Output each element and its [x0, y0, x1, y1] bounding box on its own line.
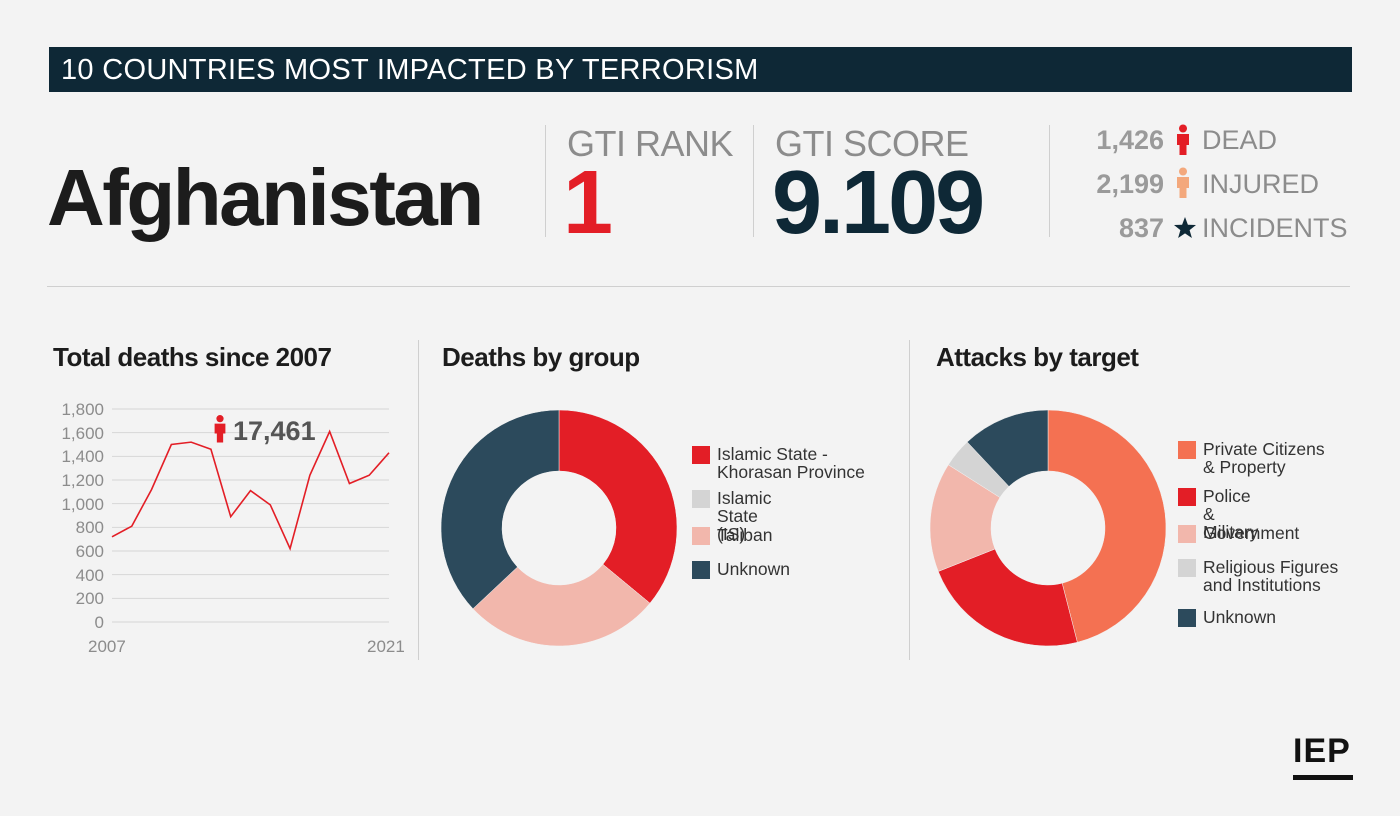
divider — [418, 340, 419, 660]
logo-text: IEP — [1293, 732, 1351, 770]
person-icon — [214, 415, 226, 443]
legend-swatch — [1178, 525, 1196, 543]
y-tick-label: 1,000 — [61, 494, 104, 514]
legend-label: Taliban — [717, 525, 773, 545]
legend-label: Islamic State (IS) — [717, 488, 772, 544]
group-chart-title: Deaths by group — [442, 342, 640, 372]
attacks-by-target-donut — [929, 409, 1167, 647]
legend-swatch — [1178, 488, 1196, 506]
target-chart-title: Attacks by target — [936, 342, 1139, 372]
y-tick-label: 1,200 — [61, 471, 104, 490]
legend-label: Religious Figures and Institutions — [1203, 557, 1339, 595]
injured-count: 2,199 — [1096, 169, 1164, 199]
logo-underline — [1293, 775, 1353, 780]
divider — [909, 340, 910, 660]
legend-swatch — [692, 561, 710, 579]
gti-rank-label: GTI RANK — [567, 123, 734, 164]
dead-count: 1,426 — [1096, 125, 1164, 155]
y-tick-label: 0 — [94, 613, 104, 632]
legend-swatch — [1178, 609, 1196, 627]
legend-swatch — [692, 490, 710, 508]
x-tick-label: 2021 — [367, 637, 405, 656]
legend-swatch — [692, 527, 710, 545]
y-tick-label: 1,800 — [61, 400, 104, 419]
legend-label: Police & Military — [1203, 486, 1259, 542]
header-banner: 10 COUNTRIES MOST IMPACTED BY TERRORISM — [49, 47, 1352, 92]
dead-label: DEAD — [1202, 125, 1278, 155]
donut-slice — [937, 548, 1078, 647]
legend-label: Unknown — [1203, 607, 1276, 627]
deaths-by-group-donut — [440, 409, 678, 647]
y-tick-label: 400 — [75, 565, 104, 585]
donut-slice — [472, 563, 651, 647]
gti-rank-value: 1 — [563, 153, 614, 253]
donut-slice — [558, 409, 678, 604]
banner-title: 10 COUNTRIES MOST IMPACTED BY TERRORISM — [61, 54, 759, 86]
injured-label: INJURED — [1202, 169, 1320, 199]
person-icon — [1177, 167, 1189, 198]
donut-slice — [966, 409, 1049, 487]
legend-label: Islamic State - Khorasan Province — [717, 444, 865, 482]
star-icon — [1174, 217, 1196, 238]
line-chart-title: Total deaths since 2007 — [53, 342, 332, 372]
y-tick-label: 600 — [75, 542, 104, 561]
incidents-label: INCIDENTS — [1202, 213, 1348, 243]
x-tick-label: 2007 — [88, 637, 126, 656]
total-deaths-annotation: 17,461 — [233, 416, 316, 446]
incidents-count: 837 — [1118, 213, 1164, 243]
series-line — [111, 429, 390, 551]
iep-logo: IEP — [1293, 734, 1355, 780]
gti-score-value: 9.109 — [772, 153, 985, 253]
legend-swatch — [1178, 441, 1196, 459]
legend-label: Unknown — [717, 559, 790, 579]
legend-swatch — [692, 446, 710, 464]
legend-label: Government — [1203, 523, 1300, 543]
y-tick-label: 1,400 — [61, 447, 104, 467]
divider — [753, 125, 754, 237]
divider — [545, 125, 546, 237]
y-tick-label: 200 — [75, 589, 104, 609]
donut-slice — [1047, 409, 1167, 643]
y-tick-label: 1,600 — [61, 423, 104, 443]
gti-score-label: GTI SCORE — [775, 123, 969, 164]
legend-label: Private Citizens & Property — [1203, 439, 1325, 477]
y-tick-label: 800 — [75, 518, 104, 538]
section-divider — [47, 286, 1350, 287]
legend-swatch — [1178, 559, 1196, 577]
donut-slice — [440, 409, 560, 610]
divider — [1049, 125, 1050, 237]
deaths-line-chart — [111, 408, 390, 623]
country-name: Afghanistan — [47, 153, 484, 242]
person-icon — [1177, 124, 1189, 155]
